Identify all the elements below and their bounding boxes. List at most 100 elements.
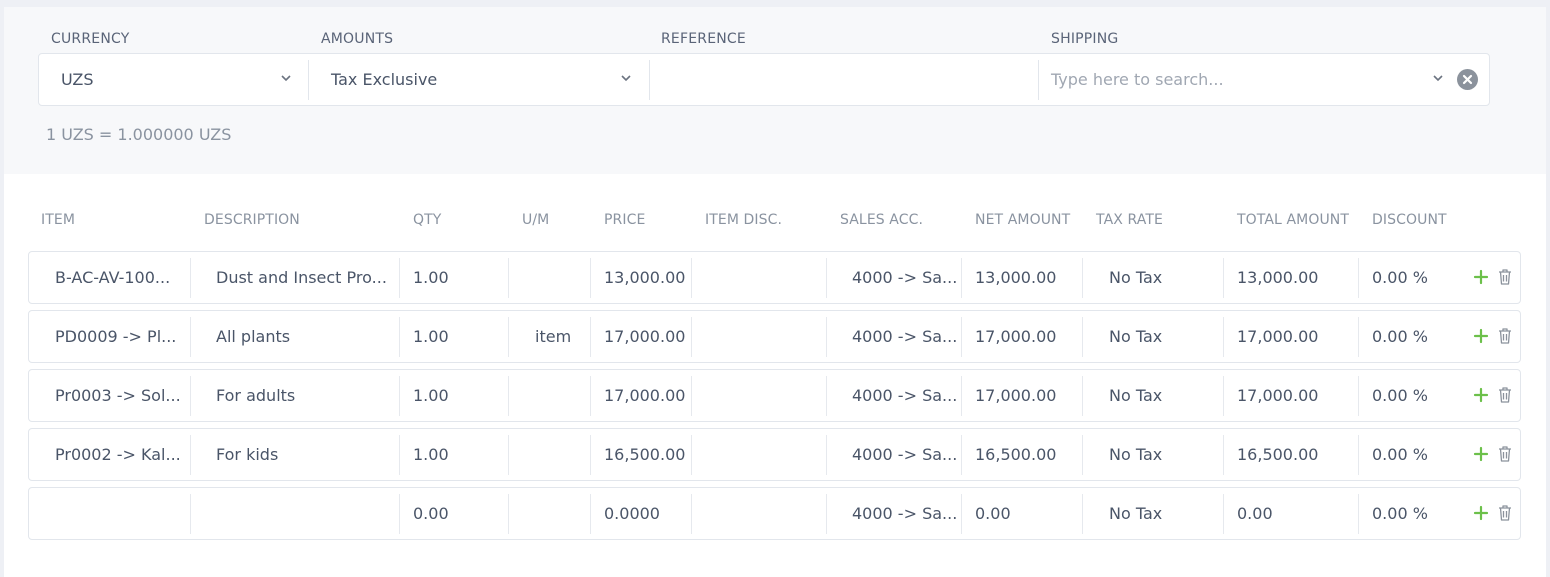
currency-label: CURRENCY	[51, 31, 130, 47]
reference-label: REFERENCE	[661, 31, 746, 47]
discount-text: 0.00 %	[1372, 445, 1428, 464]
item-select[interactable]	[29, 488, 190, 539]
qty-input[interactable]: 1.00	[400, 429, 508, 480]
description-input[interactable]: For adults	[191, 370, 399, 421]
clear-icon[interactable]	[1457, 69, 1478, 90]
um-input[interactable]	[509, 488, 590, 539]
um-input[interactable]: item	[509, 311, 590, 362]
sales-acc-select[interactable]: 4000 -> Sa...	[827, 370, 961, 421]
header-fields-row: UZS Tax Exclusive Type here to search...	[38, 53, 1490, 106]
description-input[interactable]	[191, 488, 399, 539]
plus-icon[interactable]	[1472, 503, 1490, 523]
um-input[interactable]	[509, 370, 590, 421]
chevron-down-icon[interactable]	[1431, 71, 1445, 85]
amounts-value: Tax Exclusive	[331, 70, 438, 89]
table-row: PD0009 -> Pl... All plants 1.00 item 17,000.…	[28, 310, 1521, 363]
item-disc-input[interactable]	[692, 311, 826, 362]
table-row: 0.00 0.0000 4000 -> Sa... 0.00 No Tax 0.00 0.0…	[28, 487, 1521, 540]
qty-input[interactable]: 1.00	[400, 311, 508, 362]
shipping-placeholder: Type here to search...	[1051, 70, 1224, 89]
discount-input[interactable]: 0.00 %	[1359, 252, 1469, 303]
plus-icon[interactable]	[1472, 326, 1490, 346]
qty-input[interactable]: 1.00	[400, 370, 508, 421]
table-row: Pr0002 -> Kal... For kids 1.00 16,500.00 400…	[28, 428, 1521, 481]
tax-rate-select[interactable]: No Tax	[1083, 429, 1223, 480]
net-amount-value: 17,000.00	[962, 311, 1082, 362]
net-amount-value: 13,000.00	[962, 252, 1082, 303]
item-disc-input[interactable]	[692, 252, 826, 303]
um-input[interactable]	[509, 429, 590, 480]
qty-input[interactable]: 0.00	[400, 488, 508, 539]
trash-icon[interactable]	[1497, 267, 1513, 287]
sales-acc-select[interactable]: 4000 -> Sa...	[827, 429, 961, 480]
chevron-down-icon[interactable]	[619, 71, 633, 85]
net-amount-text: 17,000.00	[975, 386, 1057, 405]
column-header-tax-rate: TAX RATE	[1096, 212, 1163, 228]
item-disc-input[interactable]	[692, 429, 826, 480]
item-disc-input[interactable]	[692, 370, 826, 421]
item-select[interactable]: PD0009 -> Pl...	[29, 311, 190, 362]
invoice-header-panel: CURRENCY AMOUNTS REFERENCE SHIPPING UZS …	[4, 7, 1546, 174]
column-header-sales-acc: SALES ACC.	[840, 212, 924, 228]
trash-icon[interactable]	[1497, 444, 1513, 464]
total-amount-value: 17,000.00	[1224, 311, 1358, 362]
tax-rate-select[interactable]: No Tax	[1083, 252, 1223, 303]
amounts-select[interactable]: Tax Exclusive	[309, 54, 649, 105]
trash-icon[interactable]	[1497, 503, 1513, 523]
price-input[interactable]: 13,000.00	[591, 252, 691, 303]
price-input[interactable]: 16,500.00	[591, 429, 691, 480]
tax-rate-select[interactable]: No Tax	[1083, 370, 1223, 421]
tax-rate-text: No Tax	[1109, 268, 1163, 287]
net-amount-value: 17,000.00	[962, 370, 1082, 421]
sales-acc-select[interactable]: 4000 -> Sa...	[827, 311, 961, 362]
item-disc-input[interactable]	[692, 488, 826, 539]
currency-select[interactable]: UZS	[39, 54, 308, 105]
description-input[interactable]: Dust and Insect Pro...	[191, 252, 399, 303]
sales-acc-select[interactable]: 4000 -> Sa...	[827, 488, 961, 539]
price-text: 17,000.00	[604, 386, 686, 405]
item-select[interactable]: B-AC-AV-100...	[29, 252, 190, 303]
discount-input[interactable]: 0.00 %	[1359, 488, 1469, 539]
discount-input[interactable]: 0.00 %	[1359, 429, 1469, 480]
chevron-down-icon[interactable]	[279, 71, 293, 85]
tax-rate-select[interactable]: No Tax	[1083, 488, 1223, 539]
plus-icon[interactable]	[1472, 267, 1490, 287]
qty-input[interactable]: 1.00	[400, 252, 508, 303]
item-select[interactable]: Pr0003 -> Sol...	[29, 370, 190, 421]
item-select[interactable]: Pr0002 -> Kal...	[29, 429, 190, 480]
description-input[interactable]: For kids	[191, 429, 399, 480]
price-text: 16,500.00	[604, 445, 686, 464]
price-text: 17,000.00	[604, 327, 686, 346]
shipping-search-input[interactable]: Type here to search...	[1039, 54, 1419, 105]
table-row: Pr0003 -> Sol... For adults 1.00 17,000.00 4…	[28, 369, 1521, 422]
tax-rate-text: No Tax	[1109, 386, 1163, 405]
tax-rate-text: No Tax	[1109, 504, 1163, 523]
price-input[interactable]: 17,000.00	[591, 311, 691, 362]
discount-input[interactable]: 0.00 %	[1359, 311, 1469, 362]
plus-icon[interactable]	[1472, 385, 1490, 405]
tax-rate-text: No Tax	[1109, 445, 1163, 464]
sales-acc-text: 4000 -> Sa...	[852, 268, 958, 287]
qty-text: 0.00	[413, 504, 449, 523]
total-amount-text: 17,000.00	[1237, 386, 1319, 405]
tax-rate-select[interactable]: No Tax	[1083, 311, 1223, 362]
plus-icon[interactable]	[1472, 444, 1490, 464]
discount-input[interactable]: 0.00 %	[1359, 370, 1469, 421]
price-input[interactable]: 0.0000	[591, 488, 691, 539]
price-input[interactable]: 17,000.00	[591, 370, 691, 421]
sales-acc-select[interactable]: 4000 -> Sa...	[827, 252, 961, 303]
trash-icon[interactable]	[1497, 326, 1513, 346]
net-amount-value: 16,500.00	[962, 429, 1082, 480]
reference-input[interactable]	[650, 54, 1038, 105]
um-input[interactable]	[509, 252, 590, 303]
total-amount-value: 17,000.00	[1224, 370, 1358, 421]
exchange-rate-text: 1 UZS = 1.000000 UZS	[46, 125, 232, 144]
description-input[interactable]: All plants	[191, 311, 399, 362]
discount-text: 0.00 %	[1372, 504, 1428, 523]
total-amount-text: 17,000.00	[1237, 327, 1319, 346]
table-row: B-AC-AV-100... Dust and Insect Pro... 1.00…	[28, 251, 1521, 304]
column-header-total-amount: TOTAL AMOUNT	[1237, 212, 1350, 228]
column-header-price: PRICE	[604, 212, 646, 228]
description-text: For adults	[216, 386, 296, 405]
trash-icon[interactable]	[1497, 385, 1513, 405]
